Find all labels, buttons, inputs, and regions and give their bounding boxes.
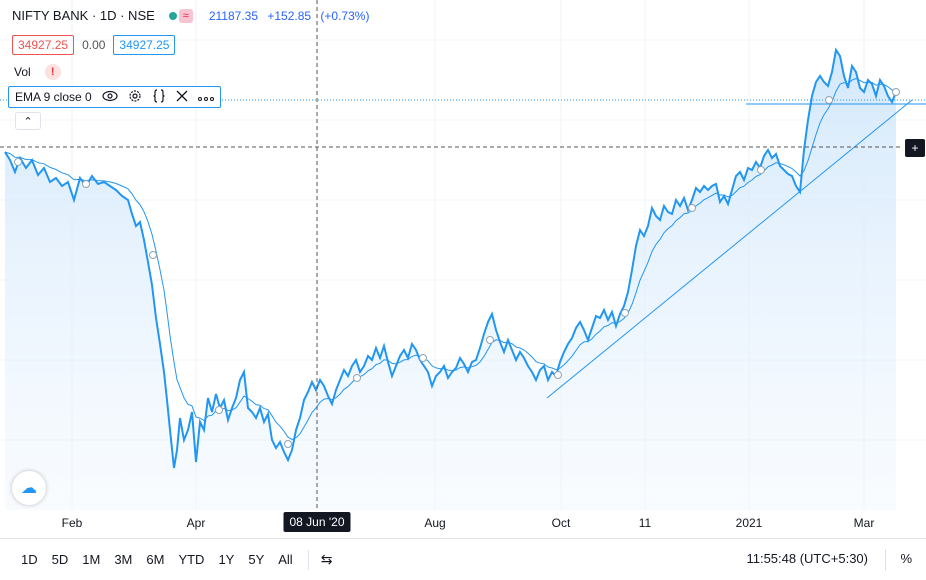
ema-marker (149, 251, 157, 259)
price-line (4, 47, 897, 469)
price-chart[interactable] (0, 0, 926, 510)
toolbar-divider (885, 549, 886, 571)
ema-marker (554, 371, 562, 379)
volume-row: Vol ! (14, 64, 61, 80)
range-3m-button[interactable]: 3M (114, 552, 133, 567)
date-range-buttons: 1D 5D 1M 3M 6M YTD 1Y 5Y All (14, 552, 300, 567)
go-to-date-icon[interactable]: ⇆ (320, 551, 333, 567)
price-area (5, 50, 896, 510)
spread-value: 0.00 (82, 38, 106, 52)
range-all-button[interactable]: All (278, 552, 293, 567)
bottom-toolbar: 1D 5D 1M 3M 6M YTD 1Y 5Y All ⇆ 11:55:48 … (0, 538, 926, 580)
bid-ask-row: 34927.25 0.00 34927.25 (12, 35, 176, 55)
x-axis-label: Oct (551, 516, 571, 530)
indicator-label: EMA 9 close 0 (15, 90, 92, 104)
x-axis-label: 2021 (735, 516, 763, 530)
ema-marker (825, 96, 833, 104)
x-axis-label: Mar (853, 516, 875, 530)
ema-marker (82, 180, 90, 188)
ema-marker (419, 354, 427, 362)
symbol-title[interactable]: NIFTY BANK · 1D · NSE (12, 8, 155, 23)
status-badge[interactable]: ≈ (163, 8, 193, 23)
price-change: +152.85 (267, 8, 312, 23)
trend-line[interactable] (546, 99, 913, 399)
add-price-alert-plus-icon[interactable]: + (905, 139, 925, 157)
last-price: 21187.35 (208, 8, 259, 23)
toolbar-divider (307, 549, 309, 570)
ema-marker (757, 166, 765, 174)
x-axis-label: Feb (61, 516, 83, 530)
range-1d-button[interactable]: 1D (21, 552, 38, 567)
braces-icon[interactable] (152, 88, 166, 106)
ema-line (4, 77, 897, 441)
volume-label: Vol (14, 65, 31, 79)
chart-legend: NIFTY BANK · 1D · NSE ≈ 21187.35 +152.85… (12, 8, 375, 23)
ema-marker (688, 204, 696, 212)
indicator-legend[interactable]: EMA 9 close 0 (8, 86, 221, 108)
x-axis-label: 11 (638, 516, 652, 530)
range-5d-button[interactable]: 5D (51, 552, 69, 567)
gear-icon[interactable] (128, 89, 142, 106)
ema-marker (892, 88, 900, 96)
range-5y-button[interactable]: 5Y (248, 552, 265, 567)
x-axis-label: Apr (186, 516, 206, 530)
range-6m-button[interactable]: 6M (146, 552, 165, 567)
collapse-legend-button[interactable]: ⌃ (15, 112, 41, 130)
warning-icon[interactable]: ! (44, 64, 61, 80)
clock-timezone[interactable]: 11:55:48 (UTC+5:30) (746, 551, 868, 566)
x-axis-label: Aug (424, 516, 446, 530)
quote-values: 21187.35 +152.85 (+0.73%) (209, 9, 376, 23)
percent-scale-button[interactable]: % (900, 551, 912, 566)
ema-marker (284, 440, 292, 448)
tradingview-logo-icon[interactable]: ☁ (12, 471, 46, 505)
range-ytd-button[interactable]: YTD (178, 552, 205, 567)
ema-marker (215, 406, 223, 414)
crosshair-date-label: 08 Jun '20 (283, 512, 351, 532)
range-1y-button[interactable]: 1Y (218, 552, 235, 567)
range-1m-button[interactable]: 1M (82, 552, 101, 567)
price-change-percent: (+0.73%) (320, 8, 370, 23)
time-axis[interactable]: Feb Apr 08 Jun '20 Aug Oct 11 2021 Mar (0, 510, 926, 534)
ema-marker (621, 309, 629, 317)
more-icon[interactable] (197, 90, 214, 105)
close-icon[interactable] (176, 90, 188, 105)
market-status-dot-icon (168, 11, 177, 20)
sell-price-box[interactable]: 34927.25 (12, 35, 75, 55)
eye-icon[interactable] (102, 90, 118, 105)
ema-marker (14, 158, 22, 166)
wave-icon: ≈ (178, 8, 193, 23)
buy-price-box[interactable]: 34927.25 (113, 35, 176, 55)
ema-marker (353, 374, 361, 382)
ema-marker (486, 336, 494, 344)
